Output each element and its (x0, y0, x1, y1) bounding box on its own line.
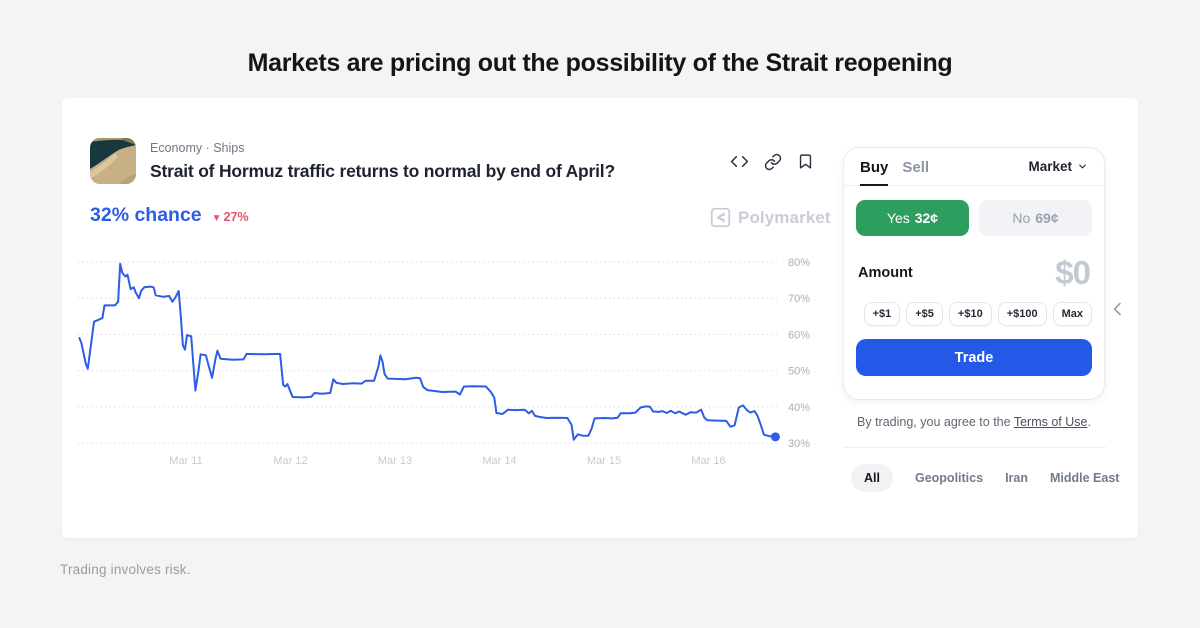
tag-middle-east[interactable]: Middle East (1050, 471, 1120, 485)
no-price: 69¢ (1035, 210, 1059, 226)
embed-code-button[interactable] (730, 152, 749, 171)
change-percent: 27% (223, 210, 249, 224)
last-price-dot (770, 432, 780, 442)
chance-value: 32% chance (90, 204, 202, 226)
carousel-prev-button[interactable] (1112, 301, 1124, 317)
chevron-left-icon (1113, 302, 1121, 316)
order-type-value: Market (1028, 159, 1072, 174)
chance-row: 32% chance ▼ 27% (90, 204, 249, 227)
market-question: Strait of Hormuz traffic returns to norm… (150, 161, 615, 181)
amount-input[interactable]: $0 (1055, 254, 1091, 291)
x-axis-tick: Mar 16 (691, 455, 725, 467)
terms-text: By trading, you agree to the Terms of Us… (843, 415, 1105, 429)
tag-geopolitics[interactable]: Geopolitics (914, 471, 984, 485)
terms-suffix: . (1087, 415, 1091, 429)
tag-iran[interactable]: Iran (1005, 471, 1028, 485)
terms-of-use-link[interactable]: Terms of Use (1013, 415, 1088, 429)
tag-filter-row: All Geopolitics Iran Middle East (851, 464, 1119, 492)
tag-all[interactable]: All (851, 464, 893, 492)
line-chart-svg: 80% 70% 60% 50% 40% 30% Mar 11 Mar 12 Mar 13 Mar … (78, 257, 810, 467)
bookmark-icon (799, 154, 812, 169)
page-title: Markets are pricing out the possibility … (247, 49, 953, 77)
watermark-label: Polymarket (738, 207, 831, 227)
chevron-down-icon (1079, 164, 1086, 169)
preset-amount-button[interactable]: +$5 (906, 302, 943, 326)
no-label: No (1012, 210, 1031, 226)
trade-button[interactable]: Trade (856, 339, 1092, 376)
yes-price: 32¢ (914, 210, 939, 226)
link-icon (764, 153, 781, 170)
polymarket-watermark: Polymarket (710, 207, 831, 228)
strait-satellite-image (90, 138, 136, 184)
x-axis-tick: Mar 13 (378, 455, 412, 467)
trade-button-wrap: Trade (844, 326, 1104, 376)
down-arrow-icon: ▼ (211, 213, 222, 224)
terms-prefix: By trading, you agree to the (857, 415, 1014, 429)
preset-amount-button[interactable]: +$10 (948, 302, 992, 326)
price-chart: 80% 70% 60% 50% 40% 30% Mar 11 Mar 12 Mar 13 Mar … (62, 246, 822, 478)
y-axis-tick: 80% (788, 257, 810, 269)
buy-no-button[interactable]: No 69¢ (979, 200, 1092, 236)
trade-panel-header: Buy Sell Market (844, 148, 1104, 186)
risk-disclaimer: Trading involves risk. (60, 562, 191, 577)
code-icon (730, 155, 749, 168)
outcome-buttons: Yes 32¢ No 69¢ (844, 186, 1104, 236)
amount-presets: +$1 +$5 +$10 +$100 Max (844, 292, 1104, 326)
trade-panel: Buy Sell Market Yes 32¢ No 69¢ Amount $0 (843, 147, 1105, 400)
market-avatar (90, 138, 136, 184)
preset-amount-button[interactable]: +$1 (863, 302, 901, 326)
y-axis-tick: 30% (788, 438, 810, 450)
x-axis-tick: Mar 12 (273, 455, 307, 467)
amount-label: Amount (858, 265, 913, 281)
divider (845, 447, 1105, 448)
action-icons (730, 152, 815, 171)
order-type-dropdown[interactable]: Market (1028, 159, 1088, 174)
amount-row: Amount $0 (844, 236, 1104, 292)
tab-buy[interactable]: Buy (860, 148, 889, 186)
market-card: Economy · Ships Strait of Hormuz traffic… (62, 98, 1138, 538)
y-axis-tick: 40% (788, 402, 810, 414)
bookmark-button[interactable] (796, 152, 815, 171)
buy-yes-button[interactable]: Yes 32¢ (856, 200, 969, 236)
yes-label: Yes (886, 210, 910, 226)
y-axis-tick: 60% (788, 329, 810, 341)
breadcrumb: Economy · Ships (150, 141, 245, 155)
y-axis-tick: 50% (788, 366, 810, 378)
x-axis-tick: Mar 11 (169, 455, 202, 467)
y-axis-tick: 70% (788, 293, 810, 305)
x-axis-tick: Mar 15 (587, 455, 621, 467)
x-axis-tick: Mar 14 (482, 455, 516, 467)
price-change: ▼ 27% (212, 210, 249, 224)
polymarket-logo-icon (710, 207, 731, 228)
preset-amount-button[interactable]: Max (1052, 302, 1092, 326)
preset-amount-button[interactable]: +$100 (997, 302, 1047, 326)
tab-sell[interactable]: Sell (902, 158, 930, 176)
yes-price-line (78, 262, 777, 441)
copy-link-button[interactable] (763, 152, 782, 171)
